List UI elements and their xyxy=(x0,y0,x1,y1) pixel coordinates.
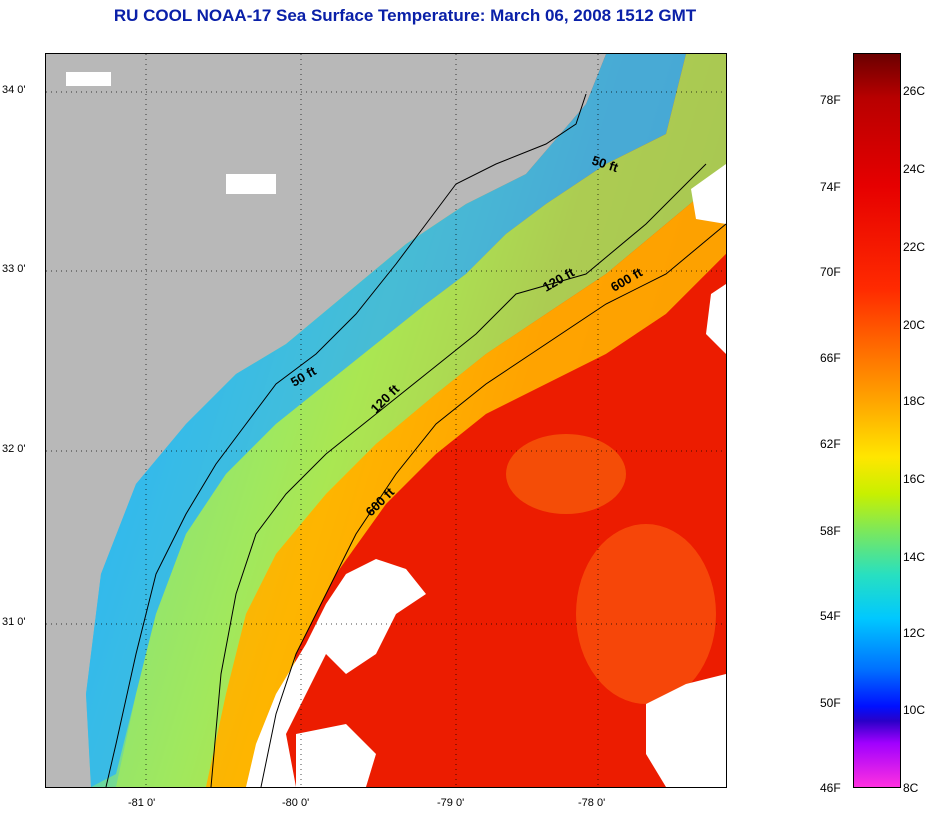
colorbar-f-label: 54F xyxy=(820,609,841,623)
colorbar-c-label: 24C xyxy=(903,162,926,176)
warm-transition-water xyxy=(206,174,726,787)
cloud-patch xyxy=(691,164,726,224)
colorbar-f-label: 66F xyxy=(820,351,841,365)
colorbar-c-label: 26C xyxy=(903,84,926,98)
lat-label: 31 0' xyxy=(2,616,26,628)
contour-600ft xyxy=(260,223,726,787)
colorbar-c-label: 20C xyxy=(903,318,926,332)
colorbar-f-label: 62F xyxy=(820,437,841,451)
cool-shelf-water xyxy=(86,54,686,787)
mid-shelf-water xyxy=(116,54,726,787)
colorbar-f-label: 70F xyxy=(820,265,841,279)
lon-label: -78 0' xyxy=(578,797,606,809)
colorbar-c-label: 12C xyxy=(903,626,926,640)
lat-label: 34 0' xyxy=(2,84,26,96)
map-title: RU COOL NOAA-17 Sea Surface Temperature:… xyxy=(113,6,697,25)
colorbar-f-label: 50F xyxy=(820,696,841,710)
colorbar-f-label: 58F xyxy=(820,524,841,538)
contour-50ft xyxy=(105,93,587,787)
cloud-patch xyxy=(66,72,111,86)
cloud-patch xyxy=(706,284,726,354)
lat-label: 32 0' xyxy=(2,443,26,455)
colorbar-c-label: 14C xyxy=(903,550,926,564)
lon-label: -79 0' xyxy=(437,797,465,809)
cloud-patch xyxy=(226,174,276,194)
lon-label: -81 0' xyxy=(128,797,156,809)
cloud-patch xyxy=(296,724,376,787)
warm-eddy xyxy=(576,524,716,704)
colorbar-c-label: 10C xyxy=(903,703,926,717)
colorbar-f-label: 46F xyxy=(820,781,841,795)
cloud-patch xyxy=(646,674,726,787)
sst-map-image: 50 ft 120 ft 600 ft 50 ft 120 ft 600 ft xyxy=(46,54,726,787)
colorbar-c-label: 18C xyxy=(903,394,926,408)
lon-label: -80 0' xyxy=(282,797,310,809)
colorbar-c-label: 16C xyxy=(903,472,926,486)
lat-label: 33 0' xyxy=(2,263,26,275)
temperature-colorbar xyxy=(853,53,901,788)
sst-map: 50 ft 120 ft 600 ft 50 ft 120 ft 600 ft xyxy=(45,53,727,788)
colorbar-c-label: 22C xyxy=(903,240,926,254)
warm-eddy xyxy=(506,434,626,514)
colorbar-c-label: 8C xyxy=(903,781,919,795)
colorbar-f-label: 78F xyxy=(820,93,841,107)
cloud-patch xyxy=(246,559,426,787)
contour-120ft xyxy=(210,163,707,787)
colorbar-f-label: 74F xyxy=(820,180,841,194)
graticule xyxy=(46,54,726,787)
